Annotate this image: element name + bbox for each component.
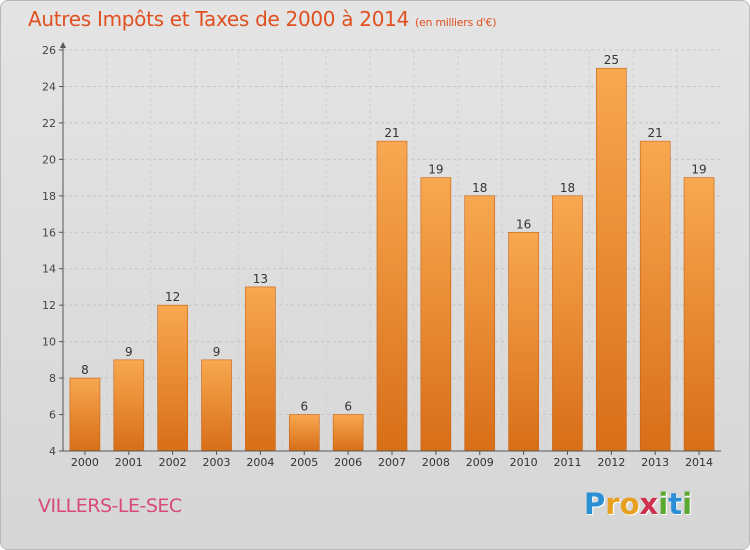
logo-letter: i: [658, 487, 669, 521]
x-tick-label: 2006: [334, 456, 362, 469]
bar-value-label: 13: [253, 272, 268, 286]
x-tick-label: 2012: [597, 456, 625, 469]
y-tick-label: 26: [42, 44, 56, 57]
bar-2002[interactable]: [157, 304, 188, 452]
x-tick-label: 2008: [422, 456, 450, 469]
bar-2008[interactable]: [420, 177, 452, 452]
y-tick-label: 6: [49, 409, 56, 422]
bar-value-label: 9: [125, 345, 133, 359]
bar-value-label: 19: [691, 163, 706, 177]
x-tick-label: 2014: [685, 456, 713, 469]
bar-value-label: 21: [648, 126, 663, 140]
logo-letter: i: [682, 487, 693, 521]
logo-letter: x: [639, 487, 659, 521]
bar-value-label: 9: [213, 345, 221, 359]
bar-2006[interactable]: [332, 414, 364, 452]
x-tick-label: 2009: [466, 456, 494, 469]
bar-value-label: 6: [344, 400, 352, 414]
bar-2014[interactable]: [683, 177, 715, 452]
y-axis-arrow: [60, 42, 66, 48]
x-tick-label: 2003: [203, 456, 231, 469]
logo-letter: P: [584, 487, 606, 521]
y-tick-label: 8: [49, 372, 56, 385]
chart-title-text: Autres Impôts et Taxes de 2000 à 2014: [28, 7, 409, 31]
labels: 4 6 8 10 12 14 16 18 20 22 24 26 8 2000 9 2001 12 2002 9 20…: [42, 44, 713, 469]
logo-letter: r: [605, 487, 620, 521]
y-tick-label: 22: [42, 117, 56, 130]
bar-2005[interactable]: [288, 414, 320, 452]
x-tick-label: 2001: [115, 456, 143, 469]
bar-value-label: 18: [560, 181, 575, 195]
bar-value-label: 6: [300, 400, 308, 414]
bar-value-label: 18: [472, 181, 487, 195]
y-tick-label: 12: [42, 299, 56, 312]
y-tick-label: 4: [49, 445, 56, 458]
x-tick-label: 2002: [159, 456, 187, 469]
x-tick-label: 2011: [553, 456, 581, 469]
proxiti-logo[interactable]: Proxiti: [584, 487, 692, 521]
x-tick-label: 2013: [641, 456, 669, 469]
x-tick-label: 2010: [510, 456, 538, 469]
chart-title: Autres Impôts et Taxes de 2000 à 2014 (en…: [28, 7, 496, 31]
bar-2010[interactable]: [508, 231, 539, 452]
y-tick-label: 10: [42, 336, 56, 349]
bar-2012[interactable]: [596, 67, 627, 452]
axes: [59, 42, 721, 455]
y-tick-label: 16: [42, 226, 56, 239]
bars: [69, 67, 715, 452]
bar-value-label: 25: [604, 53, 619, 67]
bar-value-label: 12: [165, 290, 180, 304]
x-tick-label: 2000: [71, 456, 99, 469]
bar-value-label: 19: [428, 163, 443, 177]
y-tick-label: 18: [42, 190, 56, 203]
bar-value-label: 21: [384, 126, 399, 140]
bar-value-label: 16: [516, 217, 531, 231]
x-tick-label: 2004: [246, 456, 274, 469]
x-tick-label: 2007: [378, 456, 406, 469]
y-tick-label: 14: [42, 263, 56, 276]
bar-2004[interactable]: [245, 286, 276, 452]
y-tick-label: 24: [42, 80, 56, 93]
bar-2009[interactable]: [464, 195, 496, 452]
y-tick-label: 20: [42, 153, 56, 166]
bar-2013[interactable]: [639, 140, 671, 452]
bar-2003[interactable]: [201, 359, 232, 452]
commune-name: VILLERS-LE-SEC: [38, 495, 182, 517]
logo-letter: o: [619, 487, 640, 521]
bar-value-label: 8: [81, 363, 89, 377]
logo-letter: t: [668, 487, 683, 521]
bar-2007[interactable]: [376, 140, 408, 452]
bar-2011[interactable]: [552, 195, 583, 452]
bar-2000[interactable]: [69, 377, 101, 452]
chart-subtitle: (en milliers d'€): [415, 16, 497, 29]
bar-2001[interactable]: [113, 359, 145, 452]
x-tick-label: 2005: [290, 456, 318, 469]
